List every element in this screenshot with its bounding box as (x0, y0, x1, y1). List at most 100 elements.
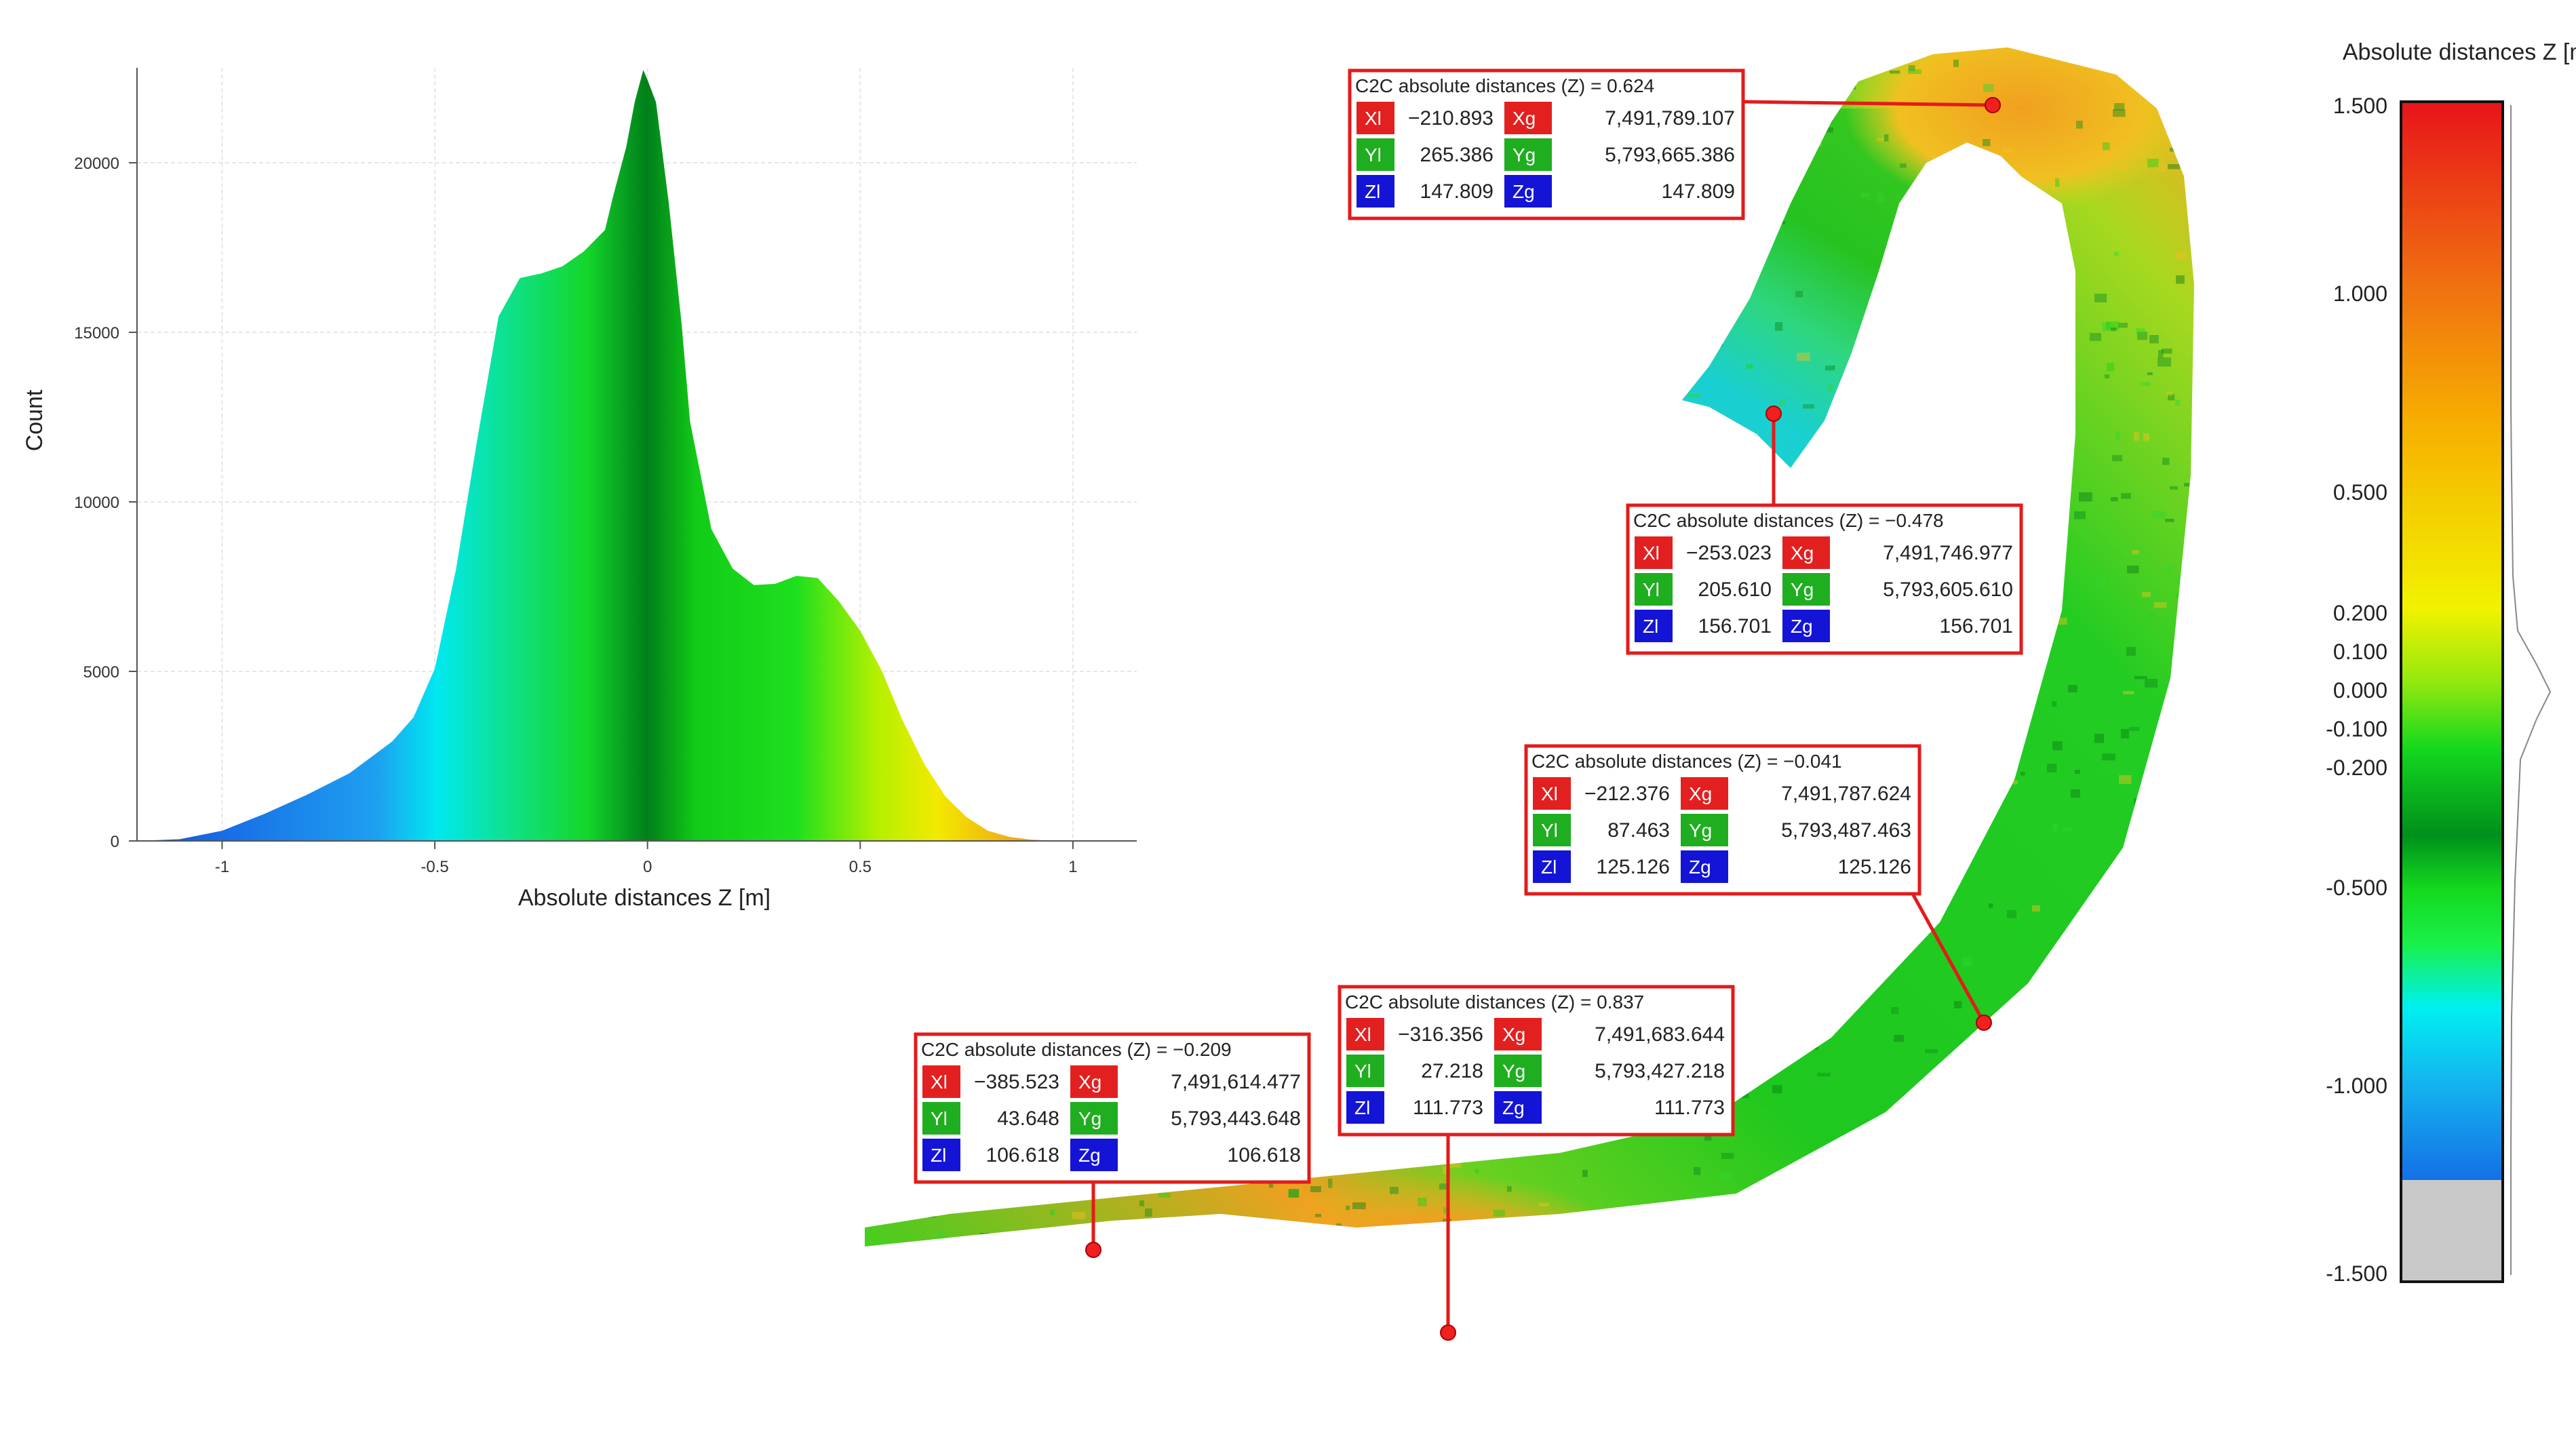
ribbon-speckle (1641, 1284, 1646, 1291)
ribbon-speckle (1346, 362, 1356, 370)
ribbon-speckle (2096, 1019, 2109, 1028)
callout-xl-tag: Xl (1643, 543, 1660, 564)
ribbon-speckle (1582, 1170, 1588, 1177)
ribbon-speckle (1302, 569, 1307, 578)
callout-marker[interactable] (1085, 1242, 1101, 1258)
ribbon-speckle (1382, 827, 1393, 833)
ribbon-speckle (973, 890, 981, 897)
ribbon-speckle (1072, 1240, 1079, 1246)
ribbon-speckle (1053, 244, 1062, 249)
ribbon-speckle (1862, 728, 1868, 736)
ribbon-speckle (1378, 481, 1384, 489)
ribbon-speckle (1915, 1175, 1924, 1181)
ribbon-speckle (2031, 330, 2038, 334)
ribbon-speckle (1265, 247, 1270, 250)
callout-marker[interactable] (1440, 1324, 1456, 1341)
ribbon-speckle (1435, 483, 1449, 490)
ribbon-speckle (1449, 1163, 1462, 1168)
ribbon-speckle (1363, 605, 1372, 613)
callout[interactable]: C2C absolute distances (Z) = 0.837 Xl −316… (1338, 985, 1735, 1341)
ribbon-speckle (979, 1233, 990, 1236)
ribbon-speckle (1045, 48, 1051, 56)
ribbon-speckle (1483, 799, 1496, 807)
ribbon-speckle (1797, 1320, 1803, 1326)
ribbon-speckle (1768, 204, 1775, 214)
ribbon-speckle (1580, 345, 1589, 353)
ribbon-speckle (1036, 136, 1047, 146)
ribbon-speckle (1941, 465, 1949, 468)
callout[interactable]: C2C absolute distances (Z) = −0.478 Xl −25… (1626, 406, 2023, 655)
histogram-chart: -1 -0.5 0 0.5 1 0 5000 10000 15000 20000 Absolute… (22, 68, 1137, 911)
ribbon-speckle (1168, 100, 1174, 104)
callout[interactable]: C2C absolute distances (Z) = −0.041 Xl −21… (1524, 744, 1992, 1031)
ribbon-speckle (1401, 448, 1408, 454)
ribbon-speckle (1492, 481, 1506, 485)
ribbon-speckle (922, 1306, 934, 1313)
ribbon-speckle (1812, 1322, 1824, 1331)
ribbon-speckle (2151, 1226, 2158, 1235)
ribbon-speckle (1093, 704, 1102, 712)
callout-zg-value: 106.618 (1228, 1144, 1301, 1166)
ribbon-speckle (1328, 488, 1337, 496)
colorbar-title: Absolute distances Z [m] (2343, 39, 2576, 65)
colorbar-ticks: 1.500 1.000 0.500 0.200 0.100 0.000 -0.100 -0.2… (2326, 94, 2387, 1286)
callout-marker[interactable] (1976, 1015, 1992, 1031)
callout-marker[interactable] (1765, 406, 1782, 422)
ribbon-speckle (2187, 1156, 2194, 1159)
ribbon-speckle (1271, 657, 1285, 664)
ribbon-speckle (1224, 311, 1233, 318)
ribbon-speckle (1322, 1031, 1333, 1034)
ribbon-speckle (1586, 1360, 1599, 1367)
ribbon-speckle (1196, 774, 1205, 779)
ribbon-speckle (1346, 623, 1352, 627)
callout-zg-value: 125.126 (1838, 856, 1911, 878)
ribbon-speckle (1236, 519, 1245, 524)
ribbon-speckle (1796, 728, 1807, 735)
ribbon-speckle (1375, 476, 1384, 485)
ribbon-speckle (1887, 188, 1899, 191)
ribbon-speckle (1255, 127, 1263, 135)
ribbon-speckle (1139, 825, 1146, 832)
ribbon-speckle (2052, 431, 2064, 436)
callout[interactable]: C2C absolute distances (Z) = 0.624 Xl −210… (1348, 68, 2001, 220)
ribbon-speckle (1850, 1207, 1860, 1214)
callout-title: C2C absolute distances (Z) = −0.209 (921, 1039, 1232, 1060)
ribbon-speckle (1312, 634, 1324, 641)
colorbar-out-of-range (2401, 1180, 2503, 1282)
ribbon-speckle (1340, 1264, 1347, 1270)
ribbon-speckle (1017, 1279, 1028, 1284)
callout-zl-tag: Zl (931, 1145, 946, 1166)
ribbon-speckle (1128, 511, 1137, 517)
ribbon-speckle (1555, 1286, 1567, 1289)
ribbon-speckle (2134, 676, 2147, 680)
ribbon-speckle (2162, 458, 2170, 465)
ribbon-speckle (995, 721, 1002, 730)
ribbon-speckle (1648, 271, 1654, 275)
callout-xl-value: −210.893 (1408, 107, 1494, 130)
ribbon-speckle (2058, 618, 2067, 625)
ribbon-speckle (1667, 1281, 1680, 1290)
ribbon-speckle (1818, 431, 1831, 439)
ribbon-speckle (1417, 591, 1429, 595)
ribbon-speckle (1015, 1368, 1028, 1371)
ribbon-speckle (1311, 465, 1316, 469)
ribbon-speckle (1825, 366, 1835, 371)
ribbon-speckle (1449, 48, 1455, 53)
histogram-x-tick-label: -0.5 (421, 858, 448, 876)
ribbon-speckle (1707, 249, 1715, 256)
ribbon-speckle (2105, 374, 2110, 378)
ribbon-speckle (1269, 1183, 1274, 1188)
ribbon-speckle (1385, 473, 1398, 477)
ribbon-speckle (1331, 689, 1338, 693)
ribbon-speckle (954, 54, 960, 62)
callout-yl-badge (1533, 814, 1571, 846)
ribbon-speckle (1419, 886, 1425, 893)
ribbon-speckle (2047, 764, 2057, 772)
ribbon-speckle (1241, 273, 1253, 282)
callout-marker[interactable] (1985, 97, 2001, 113)
ribbon-speckle (1983, 218, 1991, 226)
ribbon-speckle (1614, 458, 1625, 466)
ribbon-speckle (1253, 361, 1266, 367)
ribbon-speckle (1308, 732, 1318, 741)
callout[interactable]: C2C absolute distances (Z) = −0.209 Xl −38… (914, 1032, 1311, 1258)
